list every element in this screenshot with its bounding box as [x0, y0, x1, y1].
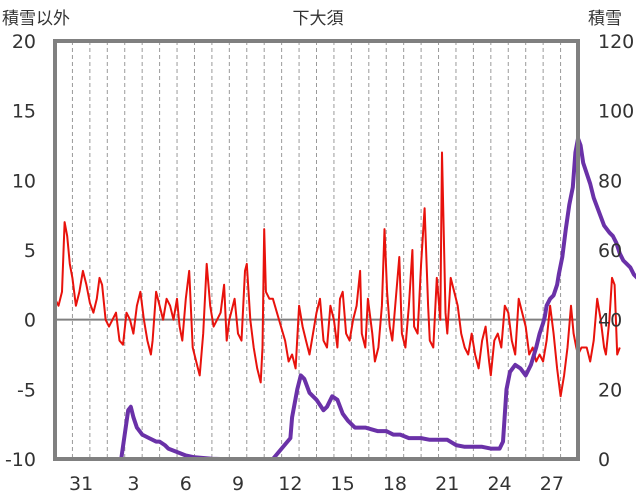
x-tick-label: 9	[232, 473, 244, 495]
x-tick-label: 15	[331, 473, 355, 495]
x-axis-ticks: 31 3 6 9 12 15 18 21 24 27	[69, 473, 564, 495]
left-axis-label: 積雪以外	[2, 9, 70, 29]
left-tick-label: 15	[12, 101, 36, 123]
left-tick-label: 20	[12, 31, 36, 53]
right-axis-label: 積雪	[588, 9, 622, 29]
right-tick-label: 120	[598, 31, 634, 53]
x-tick-label: 24	[487, 473, 511, 495]
right-tick-label: 40	[598, 310, 622, 332]
left-tick-label: 10	[12, 170, 36, 192]
right-axis-ticks: 0 20 40 60 80 100 120	[598, 31, 634, 471]
left-tick-label: 0	[24, 310, 36, 332]
x-tick-label: 18	[383, 473, 407, 495]
x-tick-label: 3	[127, 473, 139, 495]
right-tick-label: 80	[598, 170, 622, 192]
left-tick-label: -5	[17, 379, 36, 401]
right-tick-label: 60	[598, 240, 622, 262]
left-axis-ticks: -10 -5 0 5 10 15 20	[5, 31, 36, 471]
right-tick-label: 100	[598, 101, 634, 123]
chart-title: 下大須	[293, 9, 344, 29]
right-tick-label: 20	[598, 379, 622, 401]
right-tick-label: 0	[598, 449, 610, 471]
temperature-line	[54, 151, 621, 398]
x-tick-label: 31	[69, 473, 93, 495]
x-tick-label: 12	[278, 473, 302, 495]
x-tick-label: 6	[180, 473, 192, 495]
left-tick-label: 5	[24, 240, 36, 262]
x-tick-label: 27	[540, 473, 564, 495]
plot-frame	[53, 39, 580, 461]
x-tick-label: 21	[435, 473, 459, 495]
plot-area	[55, 41, 578, 459]
left-tick-label: -10	[5, 449, 36, 471]
